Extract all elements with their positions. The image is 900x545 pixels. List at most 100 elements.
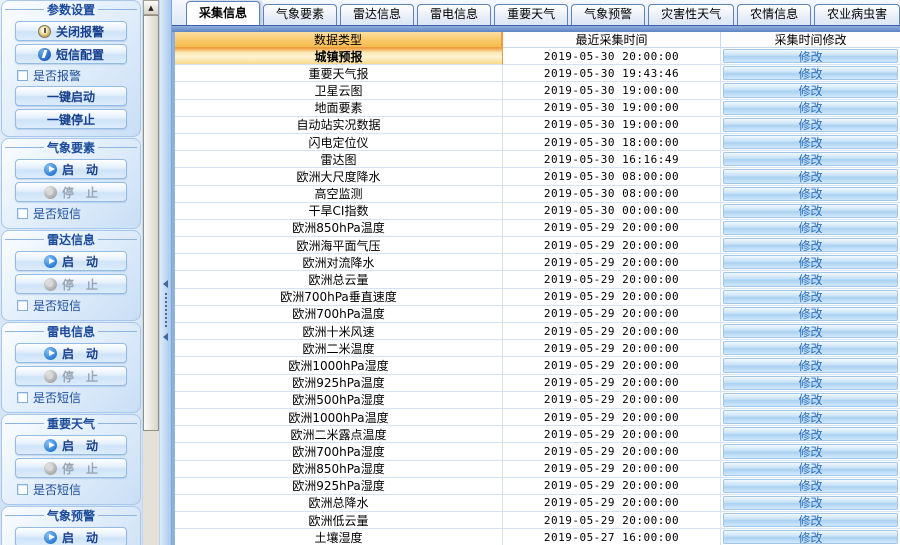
scrollbar-track[interactable] — [143, 431, 159, 545]
modify-button[interactable]: 修改 — [723, 530, 898, 545]
sidebar-scrollbar[interactable]: ▲ — [142, 0, 159, 545]
tab-2[interactable]: 雷达信息 — [340, 4, 415, 25]
checkbox[interactable] — [17, 207, 28, 219]
collapse-left-icon — [163, 333, 168, 341]
modify-button[interactable]: 修改 — [723, 324, 898, 339]
modify-button[interactable]: 修改 — [723, 409, 898, 425]
cell-collect-time: 2019-05-30 20:00:00 — [503, 48, 721, 66]
tab-7[interactable]: 农情信息 — [737, 4, 812, 25]
modify-button[interactable]: 修改 — [723, 134, 898, 150]
modify-button[interactable]: 修改 — [723, 392, 898, 407]
sidebar-button[interactable]: 关闭报警 — [15, 21, 127, 41]
table-row[interactable]: 欧洲1000hPa湿度 2019-05-29 20:00:00 修改 — [175, 357, 900, 375]
modify-button[interactable]: 修改 — [723, 49, 898, 64]
tab-1[interactable]: 气象要素 — [263, 4, 338, 25]
modify-button[interactable]: 修改 — [723, 341, 898, 356]
table-row[interactable]: 雷达图 2019-05-30 16:16:49 修改 — [175, 151, 900, 169]
table-row[interactable]: 欧洲十米风速 2019-05-29 20:00:00 修改 — [175, 323, 900, 341]
checkbox[interactable] — [17, 299, 28, 311]
modify-button[interactable]: 修改 — [723, 117, 898, 132]
modify-button[interactable]: 修改 — [723, 203, 898, 218]
sidebar-button-label: 短信配置 — [55, 47, 104, 62]
modify-button[interactable]: 修改 — [723, 461, 898, 476]
modify-button[interactable]: 修改 — [723, 427, 898, 442]
sidebar-group: 气象要素启 动停 止是否短信 — [1, 138, 141, 229]
table-row[interactable]: 城镇预报 2019-05-30 20:00:00 修改 — [175, 48, 900, 66]
modify-button[interactable]: 修改 — [723, 220, 898, 235]
modify-button[interactable]: 修改 — [723, 186, 898, 201]
modify-button[interactable]: 修改 — [723, 289, 898, 304]
table-row[interactable]: 卫星云图 2019-05-30 19:00:00 修改 — [175, 82, 900, 100]
sidebar-button[interactable]: 一键启动 — [15, 86, 127, 106]
table-row[interactable]: 重要天气报 2019-05-30 19:43:46 修改 — [175, 65, 900, 83]
table-row[interactable]: 土壤湿度 2019-05-27 16:00:00 修改 — [175, 529, 900, 545]
group-title-label: 雷电信息 — [47, 325, 96, 339]
sidebar-button[interactable]: 一键停止 — [15, 109, 127, 129]
tab-4[interactable]: 重要天气 — [494, 4, 569, 25]
group-title: 重要天气 — [2, 415, 140, 432]
table-row[interactable]: 欧洲总云量 2019-05-29 20:00:00 修改 — [175, 271, 900, 289]
modify-button[interactable]: 修改 — [723, 358, 898, 373]
sidebar-button[interactable]: 启 动 — [15, 527, 127, 545]
sidebar-button[interactable]: 停 止 — [15, 366, 127, 386]
tab-8[interactable]: 农业病虫害 — [814, 4, 900, 25]
modify-button[interactable]: 修改 — [723, 272, 898, 287]
tab-0[interactable]: 采集信息 — [186, 1, 261, 25]
table-row[interactable]: 欧洲925hPa温度 2019-05-29 20:00:00 修改 — [175, 374, 900, 392]
checkbox[interactable] — [17, 69, 28, 81]
modify-button[interactable]: 修改 — [723, 478, 898, 493]
table-row[interactable]: 欧洲对流降水 2019-05-29 20:00:00 修改 — [175, 254, 900, 272]
sidebar-button[interactable]: 启 动 — [15, 343, 127, 363]
sidebar-button[interactable]: 停 止 — [15, 458, 127, 478]
modify-button[interactable]: 修改 — [723, 152, 898, 167]
tab-6[interactable]: 灾害性天气 — [648, 4, 735, 25]
modify-button[interactable]: 修改 — [723, 255, 898, 270]
table-row[interactable]: 欧洲850hPa温度 2019-05-29 20:00:00 修改 — [175, 219, 900, 238]
modify-button[interactable]: 修改 — [723, 238, 898, 253]
cell-data-type: 城镇预报 — [175, 48, 503, 66]
table-row[interactable]: 欧洲925hPa湿度 2019-05-29 20:00:00 修改 — [175, 477, 900, 495]
modify-button[interactable]: 修改 — [723, 100, 898, 115]
play-icon — [43, 346, 57, 360]
checkbox[interactable] — [17, 391, 28, 403]
table-row[interactable]: 欧洲1000hPa温度 2019-05-29 20:00:00 修改 — [175, 408, 900, 427]
table-row[interactable]: 高空监测 2019-05-30 08:00:00 修改 — [175, 185, 900, 203]
checkbox[interactable] — [17, 483, 28, 495]
modify-button[interactable]: 修改 — [723, 444, 898, 459]
table-row[interactable]: 欧洲500hPa湿度 2019-05-29 20:00:00 修改 — [175, 391, 900, 409]
sidebar-button[interactable]: 启 动 — [15, 435, 127, 455]
table-row[interactable]: 欧洲大尺度降水 2019-05-30 08:00:00 修改 — [175, 168, 900, 186]
table-row[interactable]: 欧洲700hPa湿度 2019-05-29 20:00:00 修改 — [175, 443, 900, 461]
table-row[interactable]: 欧洲二米露点温度 2019-05-29 20:00:00 修改 — [175, 426, 900, 444]
modify-button[interactable]: 修改 — [723, 513, 898, 528]
table-row[interactable]: 闪电定位仪 2019-05-30 18:00:00 修改 — [175, 133, 900, 152]
cell-collect-time: 2019-05-29 20:00:00 — [503, 512, 721, 530]
table-row[interactable]: 欧洲二米温度 2019-05-29 20:00:00 修改 — [175, 340, 900, 358]
modify-button[interactable]: 修改 — [723, 169, 898, 184]
scrollbar-thumb[interactable] — [143, 15, 159, 431]
table-row[interactable]: 欧洲总降水 2019-05-29 20:00:00 修改 — [175, 494, 900, 513]
tab-3[interactable]: 雷电信息 — [417, 4, 492, 25]
sidebar-button[interactable]: 停 止 — [15, 182, 127, 202]
table-row[interactable]: 欧洲海平面气压 2019-05-29 20:00:00 修改 — [175, 237, 900, 255]
modify-button[interactable]: 修改 — [723, 495, 898, 510]
modify-button[interactable]: 修改 — [723, 306, 898, 321]
table-row[interactable]: 自动站实况数据 2019-05-30 19:00:00 修改 — [175, 116, 900, 134]
table-row[interactable]: 欧洲700hPa温度 2019-05-29 20:00:00 修改 — [175, 305, 900, 323]
scroll-up-button[interactable]: ▲ — [143, 0, 159, 15]
table-row[interactable]: 欧洲低云量 2019-05-29 20:00:00 修改 — [175, 512, 900, 530]
table-row[interactable]: 欧洲700hPa垂直速度 2019-05-29 20:00:00 修改 — [175, 288, 900, 306]
panel-splitter[interactable] — [159, 0, 172, 545]
table-row[interactable]: 欧洲850hPa湿度 2019-05-29 20:00:00 修改 — [175, 460, 900, 478]
table-row[interactable]: 干旱CI指数 2019-05-30 00:00:00 修改 — [175, 202, 900, 220]
sidebar-button[interactable]: 短信配置 — [15, 44, 127, 64]
modify-button[interactable]: 修改 — [723, 66, 898, 81]
table-row[interactable]: 地面要素 2019-05-30 19:00:00 修改 — [175, 99, 900, 117]
sidebar-button[interactable]: 启 动 — [15, 251, 127, 271]
tab-5[interactable]: 气象预警 — [571, 4, 646, 25]
modify-button[interactable]: 修改 — [723, 83, 898, 98]
sidebar-button[interactable]: 停 止 — [15, 274, 127, 294]
cell-data-type: 欧洲500hPa湿度 — [175, 391, 503, 409]
modify-button[interactable]: 修改 — [723, 375, 898, 390]
sidebar-button[interactable]: 启 动 — [15, 159, 127, 179]
